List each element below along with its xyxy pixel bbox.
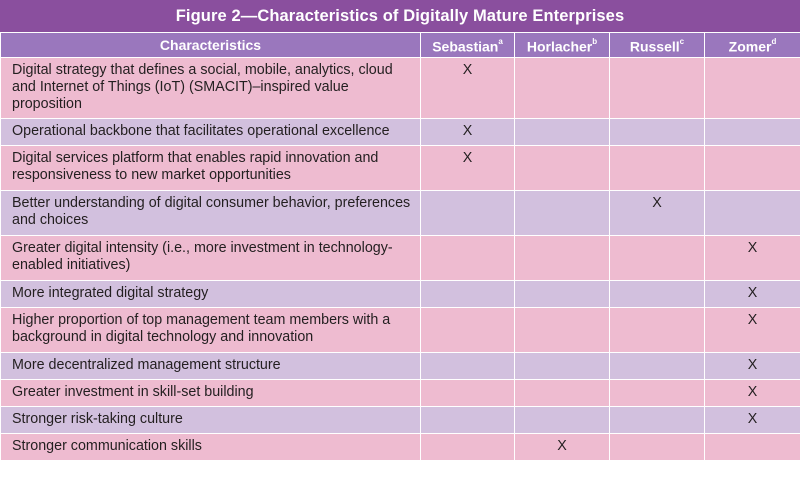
table-row: Higher proportion of top management team… <box>0 307 800 353</box>
sebastian-mark: X <box>420 57 515 119</box>
sebastian-mark <box>420 235 515 281</box>
russell-mark <box>609 235 705 281</box>
footnote-c: c <box>679 36 685 46</box>
horlacher-mark <box>514 145 610 191</box>
characteristics-table: Characteristics Sebastiana Horlacherb Ru… <box>0 32 800 461</box>
zomer-mark: X <box>704 406 800 434</box>
zomer-mark <box>704 145 800 191</box>
footnote-d: d <box>771 36 777 46</box>
russell-mark <box>609 433 705 461</box>
sebastian-mark <box>420 352 515 380</box>
sebastian-mark: X <box>420 145 515 191</box>
zomer-mark <box>704 57 800 119</box>
zomer-mark: X <box>704 352 800 380</box>
horlacher-mark <box>514 379 610 407</box>
table-row: More integrated digital strategy X <box>0 280 800 308</box>
zomer-mark: X <box>704 235 800 281</box>
horlacher-mark <box>514 190 610 236</box>
table-row: Digital strategy that defines a social, … <box>0 57 800 119</box>
characteristic-cell: More decentralized management structure <box>0 352 421 380</box>
characteristic-cell: Greater digital intensity (i.e., more in… <box>0 235 421 281</box>
zomer-mark <box>704 433 800 461</box>
russell-mark <box>609 406 705 434</box>
zomer-mark <box>704 190 800 236</box>
table-row: Stronger risk-taking culture X <box>0 406 800 434</box>
sebastian-mark <box>420 433 515 461</box>
figure-title: Figure 2—Characteristics of Digitally Ma… <box>0 0 800 32</box>
characteristic-cell: Digital services platform that enables r… <box>0 145 421 191</box>
table-row: Stronger communication skills X <box>0 433 800 461</box>
horlacher-mark <box>514 406 610 434</box>
sebastian-mark <box>420 379 515 407</box>
header-characteristics: Characteristics <box>0 32 421 58</box>
zomer-mark: X <box>704 280 800 308</box>
russell-mark: X <box>609 190 705 236</box>
russell-mark <box>609 145 705 191</box>
characteristic-cell: Greater investment in skill-set building <box>0 379 421 407</box>
horlacher-mark <box>514 118 610 146</box>
sebastian-mark: X <box>420 118 515 146</box>
footnote-b: b <box>592 36 598 46</box>
characteristic-cell: More integrated digital strategy <box>0 280 421 308</box>
zomer-mark: X <box>704 379 800 407</box>
table-row: Operational backbone that facilitates op… <box>0 118 800 146</box>
sebastian-mark <box>420 307 515 353</box>
zomer-mark <box>704 118 800 146</box>
table-row: Greater investment in skill-set building… <box>0 379 800 407</box>
characteristic-cell: Higher proportion of top management team… <box>0 307 421 353</box>
horlacher-mark <box>514 235 610 281</box>
horlacher-mark: X <box>514 433 610 461</box>
header-sebastian: Sebastiana <box>420 32 515 58</box>
russell-mark <box>609 118 705 146</box>
russell-mark <box>609 379 705 407</box>
characteristic-cell: Better understanding of digital consumer… <box>0 190 421 236</box>
characteristic-cell: Stronger risk-taking culture <box>0 406 421 434</box>
header-row: Characteristics Sebastiana Horlacherb Ru… <box>0 32 800 58</box>
header-russell: Russellc <box>609 32 705 58</box>
footnote-a: a <box>498 36 503 46</box>
russell-mark <box>609 57 705 119</box>
horlacher-mark <box>514 352 610 380</box>
russell-mark <box>609 280 705 308</box>
characteristic-cell: Operational backbone that facilitates op… <box>0 118 421 146</box>
table-row: Greater digital intensity (i.e., more in… <box>0 235 800 281</box>
zomer-mark: X <box>704 307 800 353</box>
russell-mark <box>609 352 705 380</box>
header-horlacher: Horlacherb <box>514 32 610 58</box>
russell-mark <box>609 307 705 353</box>
characteristic-cell: Digital strategy that defines a social, … <box>0 57 421 119</box>
header-zomer: Zomerd <box>704 32 800 58</box>
characteristic-cell: Stronger communication skills <box>0 433 421 461</box>
horlacher-mark <box>514 280 610 308</box>
horlacher-mark <box>514 57 610 119</box>
table-row: More decentralized management structure … <box>0 352 800 380</box>
sebastian-mark <box>420 190 515 236</box>
sebastian-mark <box>420 280 515 308</box>
horlacher-mark <box>514 307 610 353</box>
table-row: Digital services platform that enables r… <box>0 145 800 191</box>
sebastian-mark <box>420 406 515 434</box>
table-row: Better understanding of digital consumer… <box>0 190 800 236</box>
